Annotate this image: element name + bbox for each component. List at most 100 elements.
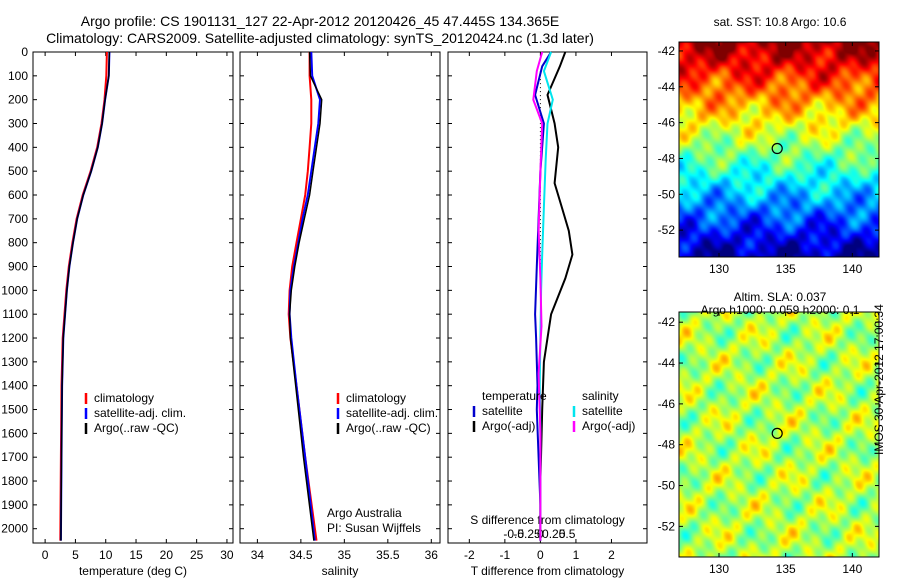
profile-location-marker — [771, 427, 783, 439]
depth-tick-label: 600 — [8, 188, 28, 202]
difference-series-line — [534, 51, 552, 541]
lat-tick-label: -52 — [658, 519, 676, 533]
sla-map-image — [679, 312, 879, 557]
s-diff-axis-label: S difference from climatology — [470, 513, 625, 527]
sst-map-frame — [678, 41, 880, 258]
lon-tick-label: 135 — [776, 562, 796, 576]
depth-tick-label: 1100 — [2, 307, 28, 321]
temperature-x-tick-label: 25 — [190, 548, 204, 562]
depth-tick-label: 400 — [8, 140, 28, 154]
temperature-legend-item-label: Argo(..raw -QC) — [94, 421, 179, 435]
depth-tick-label: 1400 — [1, 379, 28, 393]
sla-map-frame — [678, 311, 880, 558]
depth-tick-label: 1200 — [1, 331, 28, 345]
salinity-xlabel: salinity — [322, 564, 359, 578]
depth-tick-label: 1500 — [1, 403, 28, 417]
sst-map-image — [679, 42, 879, 257]
lat-tick-label: -52 — [658, 223, 676, 237]
depth-tick-label: 100 — [8, 69, 28, 83]
salinity-series-line — [288, 51, 323, 541]
figure-title-line1: Argo profile: CS 1901131_127 22-Apr-2012… — [80, 13, 560, 29]
salinity-series-line — [288, 51, 322, 541]
s-diff-tick-label: -0.5 — [503, 527, 524, 541]
lon-tick-label: 135 — [776, 262, 796, 276]
diff-legend-s-argo-label: Argo(-adj) — [582, 419, 635, 433]
lat-tick-label: -42 — [658, 44, 676, 58]
salinity-legend-item-label: Argo(..raw -QC) — [346, 421, 431, 435]
diff-legend-t-argo-label: Argo(-adj) — [482, 419, 535, 433]
temperature-x-tick-label: 5 — [72, 548, 79, 562]
lat-tick-label: -44 — [658, 80, 676, 94]
depth-tick-label: 500 — [8, 164, 28, 178]
salinity-axes-frame — [239, 51, 441, 544]
credit-line1: Argo Australia — [327, 506, 402, 520]
temperature-x-tick-label: 20 — [160, 548, 174, 562]
temperature-x-tick-label: 10 — [99, 548, 113, 562]
temperature-x-tick-label: 30 — [220, 548, 234, 562]
difference-series-line — [532, 51, 544, 541]
depth-tick-label: 1900 — [1, 498, 28, 512]
depth-tick-label: 1800 — [1, 474, 28, 488]
depth-tick-label: 0 — [21, 45, 28, 59]
depth-tick-label: 800 — [8, 236, 28, 250]
t-diff-tick-label: -1 — [500, 548, 511, 562]
t-diff-xlabel: T difference from climatology — [471, 564, 625, 578]
lat-tick-label: -50 — [658, 187, 676, 201]
temperature-legend-item-label: satellite-adj. clim. — [94, 406, 186, 420]
temperature-xlabel: temperature (deg C) — [79, 564, 187, 578]
depth-tick-label: 200 — [8, 93, 28, 107]
s-diff-tick-label: 0.25 — [542, 527, 566, 541]
salinity-x-tick-label: 35.5 — [376, 548, 400, 562]
salinity-legend-item-label: satellite-adj. clim. — [346, 406, 438, 420]
sla-map-title-line2: Argo h1000: 0.059 h2000: 0.1 — [700, 303, 860, 317]
lat-tick-label: -50 — [658, 479, 676, 493]
t-diff-tick-label: 0 — [537, 548, 544, 562]
figure-title-line2: Climatology: CARS2009. Satellite-adjuste… — [46, 30, 594, 46]
lon-tick-label: 130 — [709, 562, 729, 576]
salinity-x-tick-label: 36 — [425, 548, 439, 562]
s-diff-tick-label: 0.5 — [559, 527, 576, 541]
salinity-x-tick-label: 34.5 — [289, 548, 313, 562]
sla-map-title-line1: Altim. SLA: 0.037 — [733, 290, 827, 304]
t-diff-tick-label: 1 — [573, 548, 580, 562]
temperature-legend-item-label: climatology — [94, 391, 154, 405]
temperature-x-tick-label: 0 — [42, 548, 49, 562]
depth-tick-label: 700 — [8, 212, 28, 226]
temperature-axes-frame — [32, 51, 234, 544]
profile-location-marker — [771, 142, 783, 155]
s-diff-tick-label: -0.25 — [513, 527, 541, 541]
lat-tick-label: -46 — [658, 397, 676, 411]
credit-line2: PI: Susan Wijffels — [327, 521, 421, 535]
difference-series-line — [539, 51, 574, 541]
t-diff-tick-label: 2 — [608, 548, 615, 562]
salinity-legend-item-label: climatology — [346, 391, 406, 405]
lon-tick-label: 140 — [842, 262, 862, 276]
temperature-series-line — [60, 51, 111, 541]
lon-tick-label: 130 — [709, 262, 729, 276]
legend-salinity-heading: salinity — [582, 389, 619, 403]
diff-legend-s-satellite-label: satellite — [582, 404, 623, 418]
depth-tick-label: 300 — [8, 117, 28, 131]
depth-tick-label: 1000 — [1, 283, 28, 297]
depth-tick-label: 2000 — [1, 522, 28, 536]
lat-tick-label: -48 — [658, 151, 676, 165]
lat-tick-label: -44 — [658, 356, 676, 370]
sst-map-title: sat. SST: 10.8 Argo: 10.6 — [713, 15, 847, 29]
depth-tick-label: 1700 — [1, 450, 28, 464]
t-diff-tick-label: -2 — [464, 548, 475, 562]
depth-tick-label: 900 — [8, 260, 28, 274]
diff-legend-t-satellite-label: satellite — [482, 404, 523, 418]
legend-temperature-heading: temperature — [482, 389, 547, 403]
temperature-x-tick-label: 15 — [129, 548, 143, 562]
lon-tick-label: 140 — [842, 562, 862, 576]
lat-tick-label: -48 — [658, 438, 676, 452]
difference-axes-frame — [447, 51, 648, 544]
lat-tick-label: -42 — [658, 315, 676, 329]
depth-tick-label: 1600 — [1, 426, 28, 440]
depth-tick-label: 1300 — [1, 355, 28, 369]
salinity-x-tick-label: 35 — [338, 548, 352, 562]
salinity-x-tick-label: 34 — [251, 548, 265, 562]
lat-tick-label: -46 — [658, 116, 676, 130]
